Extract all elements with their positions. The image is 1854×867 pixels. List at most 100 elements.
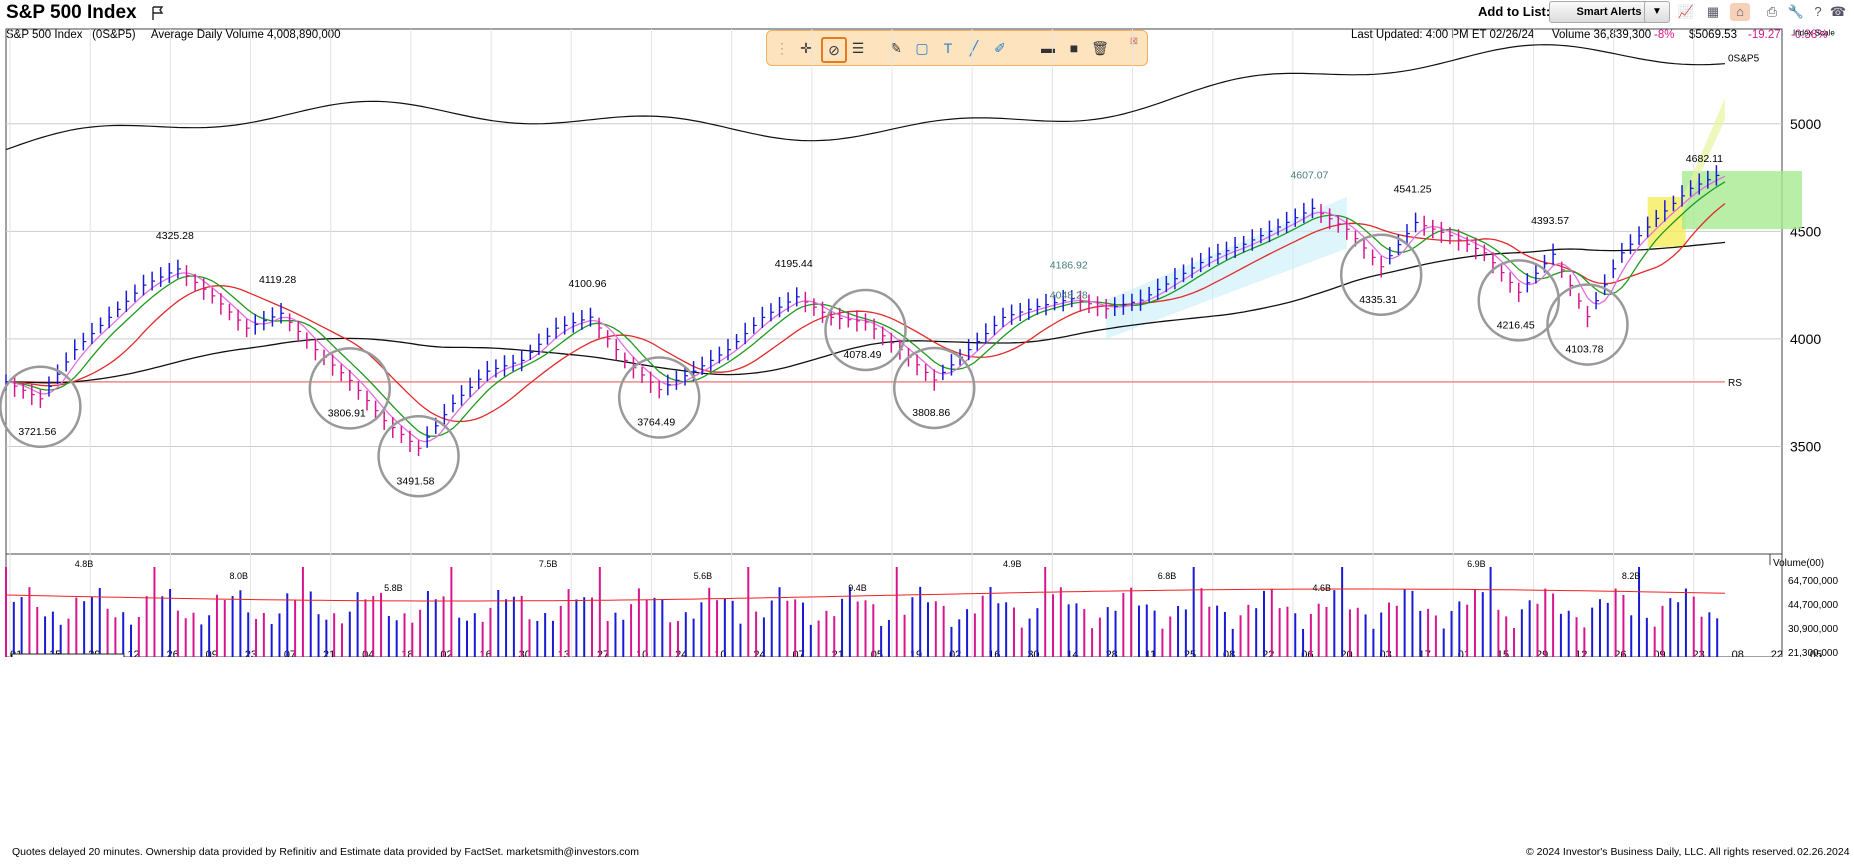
x-tick-label: 16 [988,649,1000,657]
layout-icon[interactable]: ▦ [1706,4,1720,19]
annotation-label: 4100.96 [568,278,606,290]
volume-peak-label: 5.6B [694,571,713,581]
volume-peak-label: 7.5B [539,559,558,569]
support-circle [1339,233,1423,317]
x-tick-label: 03 [1379,649,1391,657]
x-tick-label: 01 [1458,649,1470,657]
x-tick-label: 21 [832,649,844,657]
x-tick-label: 02 [440,649,452,657]
x-tick-label: 30 [519,649,531,657]
volume-tick-label: 30,900,000 [1788,624,1838,635]
x-tick-label: 09 [206,649,218,657]
volume-peak-label: 8.0B [229,571,248,581]
annotation-label: 4103.78 [1565,344,1603,356]
y-tick-label: 4000 [1790,331,1821,347]
list-icon[interactable]: ☰ [851,40,865,56]
last-updated: Last Updated: 4:00 PM ET 02/26/24 [1351,29,1535,41]
annotation-label: 3721.56 [18,426,56,438]
volume-tick-label: 44,700,000 [1788,600,1838,611]
alert-icon[interactable]: ⌂ [1730,3,1750,21]
flag-icon[interactable] [150,5,166,21]
x-tick-label: 30 [1027,649,1039,657]
x-tick-label: 09 [1653,649,1665,657]
volume-tick-label: 21,300,000 [1788,648,1838,657]
x-tick-label: 15 [1497,649,1509,657]
ma21-line [5,181,1726,437]
ma50-line [5,202,1726,423]
volume-peak-label: 4.8B [75,559,94,569]
print-icon[interactable]: ⎙ [1766,4,1778,19]
volume-peak-label: 6.9B [1467,559,1486,569]
x-tick-label: 05 [871,649,883,657]
drawing-toolbar: ⋮ ✛ ⊘ ☰ ✎ ▢ T ╱ ✐ ▬ ■ 🗑 ⊠ [766,30,1148,66]
x-tick-label: 01 [10,649,22,657]
x-tick-label: 17 [1419,649,1431,657]
volume-peak-label: 5.8B [384,583,403,593]
relative-strength-line [5,44,1726,151]
support-circle [1546,283,1629,366]
annotation-label: 3764.49 [637,417,675,429]
page-title: S&P 500 Index [6,2,137,23]
highlight-box [1647,196,1686,247]
help-icon[interactable]: ? [1814,4,1822,19]
info-avg-volume: Average Daily Volume 4,008,890,000 [150,29,341,41]
wrench-icon[interactable]: 🔧 [1787,4,1805,19]
x-tick-label: 18 [401,649,413,657]
volume-readout: Volume 36,839,300 [1552,29,1652,41]
x-tick-label: 10 [636,649,648,657]
x-tick-label: 20 [1340,649,1352,657]
price-chart[interactable]: 5000450040003500JulAugSepOctNovDecJanFeb… [0,27,1854,657]
color-icon[interactable]: ■ [1069,40,1079,56]
annotation-label: 4607.07 [1290,169,1328,181]
chart-icon[interactable]: 📈 [1677,4,1695,19]
x-tick-label: 26 [1614,649,1626,657]
annotation-label: 4541.25 [1394,183,1432,195]
chevron-down-icon: ▼ [1652,6,1662,17]
info-symbol: S&P 500 Index (0S&P5) [6,29,136,41]
crosshair-icon[interactable]: ✛ [800,40,812,56]
symbol-tag: 0S&P5 [1728,53,1760,64]
paint-icon[interactable]: ✎ [890,40,902,56]
change-pct-readout: -0.38% [1791,29,1828,41]
volume-peak-label: 9.4B [848,583,867,593]
hide-icon[interactable]: ⊘ [821,37,847,63]
support-circle [377,415,460,498]
footer-disclaimer: Quotes delayed 20 minutes. Ownership dat… [12,846,639,858]
x-tick-label: 26 [167,649,179,657]
nyse-volume-box [11,653,125,657]
phone-icon[interactable]: ☎ [1829,4,1847,19]
x-tick-label: 28 [1106,649,1118,657]
rectangle-icon[interactable]: ▢ [915,40,929,56]
x-tick-label: 02 [949,649,961,657]
pen-icon[interactable]: ✐ [994,40,1006,56]
smart-alerts-button[interactable]: Smart Alerts [1549,1,1669,23]
footer-copyright: © 2024 Investor's Business Daily, LLC. A… [1526,846,1796,858]
highlight-box [1682,171,1803,230]
annotation-label: 4682.11 [1686,153,1723,165]
x-tick-label: 15 [49,649,61,657]
volume-peak-label: 4.6B [1312,583,1331,593]
y-tick-label: 5000 [1790,116,1821,132]
volume-peak-label: 4.9B [1003,559,1022,569]
x-tick-label: 07 [284,649,296,657]
text-icon[interactable]: T [943,40,953,56]
smart-alerts-dropdown[interactable]: ▼ [1644,1,1670,23]
trend-channel [1682,97,1725,215]
line-icon[interactable]: ╱ [969,40,979,56]
volume-axis-label: Volume(00) [1773,558,1824,569]
ma10-line [5,175,1726,443]
x-tick-label: 23 [245,649,257,657]
change-readout: -19.27 [1748,29,1781,41]
support-circle [308,347,392,430]
x-tick-label: 12 [127,649,139,657]
annotation-label: 3491.58 [397,475,435,487]
close-icon[interactable]: ⊠ [1129,36,1139,47]
support-circle [0,365,82,449]
index-scale-label: Index Scale [1793,29,1835,38]
drag-handle-icon[interactable]: ⋮ [775,40,789,56]
trash-icon[interactable]: 🗑 [1091,40,1109,56]
line-weight-icon[interactable]: ▬ [1041,40,1055,56]
volume-tick-label: 64,700,000 [1788,576,1838,587]
x-tick-label: 14 [1066,649,1078,657]
x-tick-label: 24 [675,649,687,657]
